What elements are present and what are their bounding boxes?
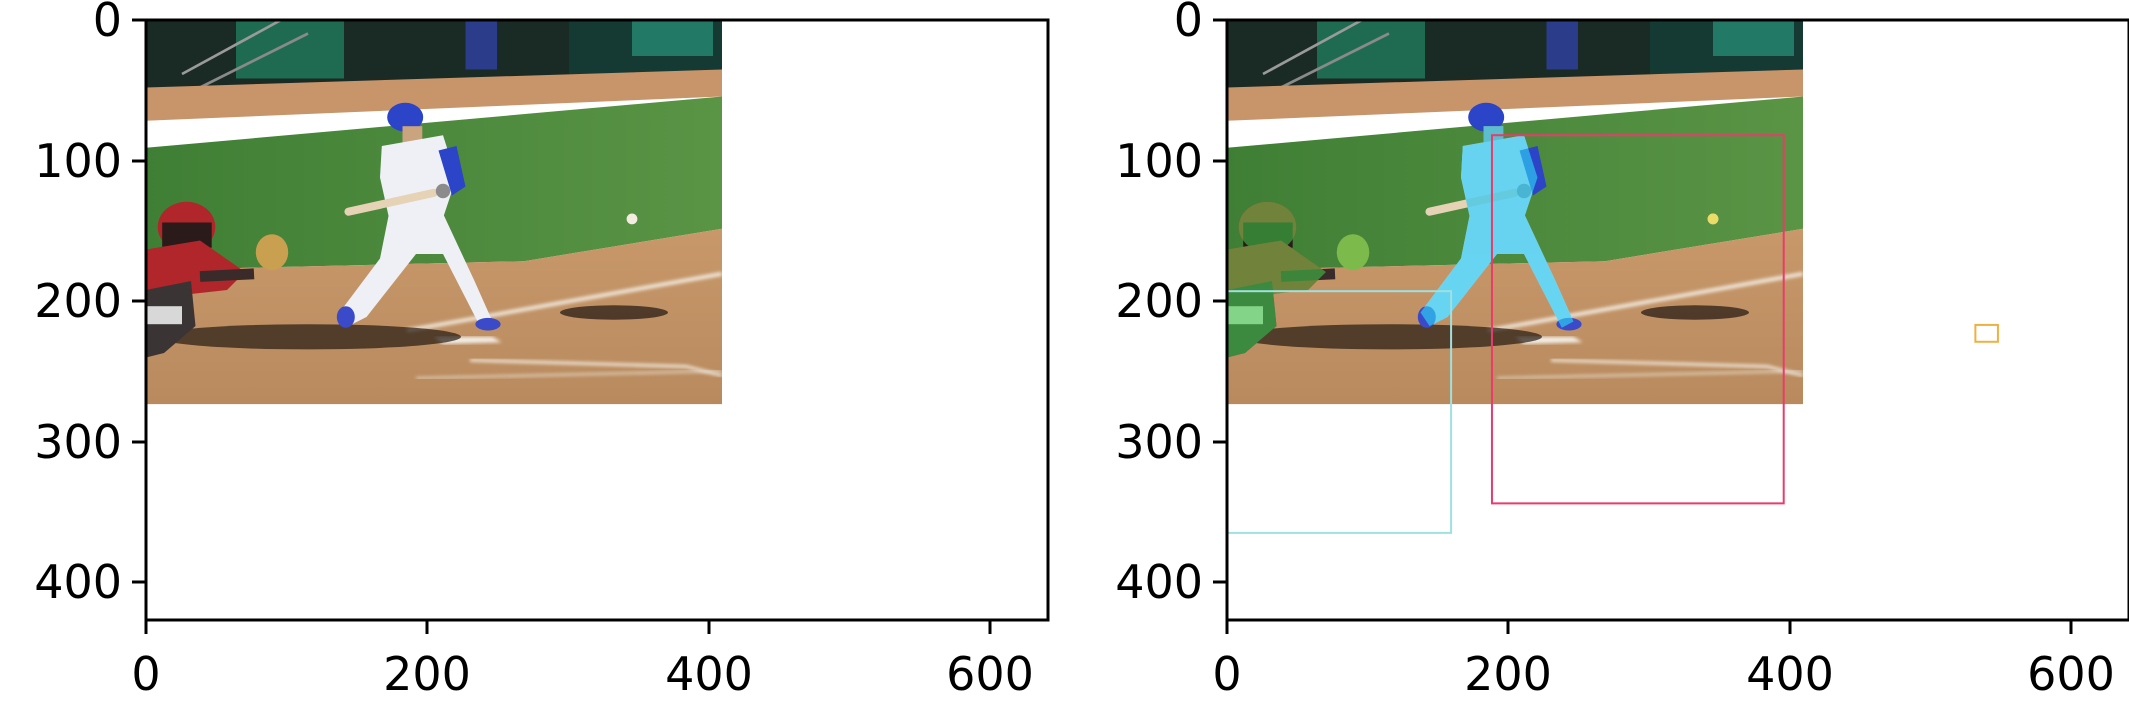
ball-bounding-box [1974,323,1999,343]
photo-original [146,20,722,404]
x-tick-label: 200 [383,647,471,701]
panel-segmented: 0 100 200 300 400 0 200 400 600 [1115,0,2129,701]
y-tick-label: 400 [34,555,122,609]
y-tick-label: 400 [1115,555,1203,609]
axes-frame [144,18,1050,622]
ball-mask [1707,213,1719,225]
catcher-mask [1227,201,1370,358]
x-tick-label: 400 [665,647,753,701]
y-tick-label: 200 [1115,274,1203,328]
batter-mask [1420,126,1574,328]
axes-frame [1225,18,2129,622]
x-tick-label: 0 [131,647,160,701]
y-tick-label: 300 [34,415,122,469]
y-tick-label: 100 [1115,134,1203,188]
batter-bounding-box [1490,134,1785,505]
y-tick-label: 0 [1174,0,1203,47]
x-tick-label: 200 [1464,647,1552,701]
y-tick-label: 300 [1115,415,1203,469]
photo-segmented [1227,20,1803,404]
x-tick-label: 600 [2027,647,2115,701]
x-tick-label: 0 [1212,647,1241,701]
x-tick-label: 400 [1746,647,1834,701]
y-tick-label: 200 [34,274,122,328]
y-tick-label: 0 [93,0,122,47]
x-tick-label: 600 [946,647,1034,701]
panel-original: 0 100 200 300 400 0 200 400 600 [34,0,1050,701]
y-tick-label: 100 [34,134,122,188]
